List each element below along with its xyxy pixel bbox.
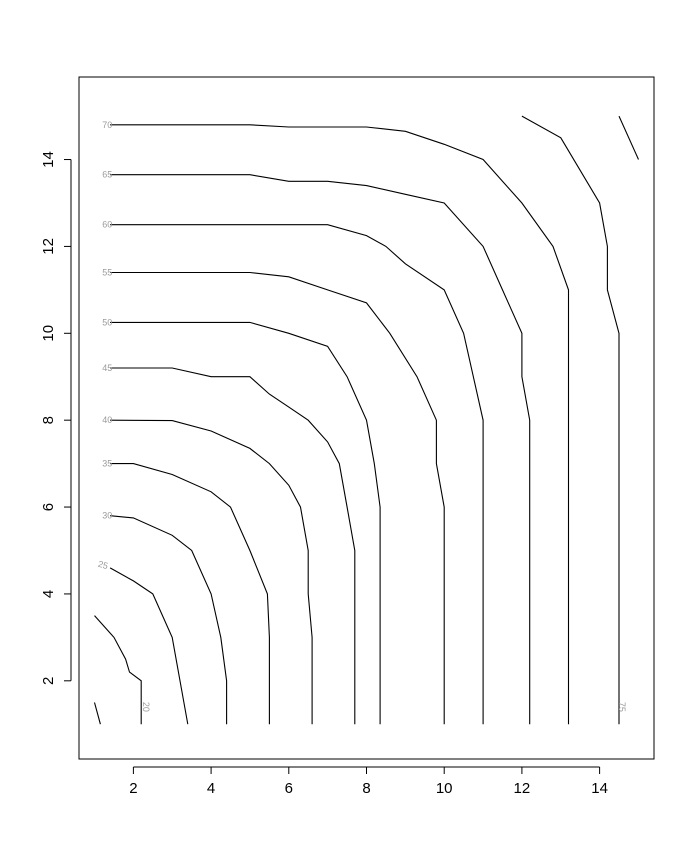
contour-level-label: 20 <box>141 702 151 712</box>
y-tick-label: 8 <box>40 416 57 424</box>
x-tick-label: 6 <box>285 780 293 797</box>
contour-level-label: 45 <box>102 363 112 373</box>
contour-line-75 <box>521 115 620 725</box>
y-tick-label: 12 <box>40 238 57 255</box>
y-tick-label: 14 <box>40 151 57 168</box>
contour-level-label: 55 <box>102 267 112 277</box>
contour-line-35 <box>110 463 270 725</box>
y-tick-label: 4 <box>40 590 57 598</box>
contour-line-70 <box>110 124 570 725</box>
contour-level-label: 35 <box>102 459 112 469</box>
contour-level-label: 25 <box>97 559 109 571</box>
contour-level-label: 70 <box>102 120 112 130</box>
contour-line-50 <box>110 321 381 725</box>
plot-box <box>78 76 655 760</box>
contour-line-30 <box>110 515 228 725</box>
x-tick-label: 14 <box>591 780 608 797</box>
contour-line-55 <box>110 271 445 725</box>
x-tick-label: 12 <box>514 780 531 797</box>
y-axis: 2 4 6 8 10 12 14 <box>40 151 72 685</box>
contour-line-25 <box>109 567 189 725</box>
contour-line-20 <box>93 702 101 725</box>
x-tick-label: 8 <box>362 780 370 797</box>
contour-level-label: 60 <box>102 220 112 230</box>
x-axis: 2 4 6 8 10 12 14 <box>129 766 608 797</box>
y-tick-label: 6 <box>40 503 57 511</box>
x-tick-label: 10 <box>436 780 453 797</box>
contour-level-label: 40 <box>102 415 112 425</box>
x-tick-label: 2 <box>129 780 137 797</box>
contour-level-labels: 70 65 60 55 50 45 40 35 30 25 20 75 <box>97 120 627 712</box>
contour-line-40 <box>110 419 313 725</box>
contour-level-label: 75 <box>617 702 627 712</box>
y-tick-label: 10 <box>40 325 57 342</box>
contour-level-label: 50 <box>102 317 112 327</box>
contour-level-label: 30 <box>102 511 112 521</box>
contour-line-80 <box>618 115 640 160</box>
contour-line-60 <box>110 224 484 725</box>
x-tick-label: 4 <box>207 780 215 797</box>
contour-line-45 <box>110 367 356 725</box>
contour-line-65 <box>110 174 531 725</box>
y-tick-label: 2 <box>40 677 57 685</box>
contour-line-20 <box>94 615 142 725</box>
contour-lines <box>93 115 640 725</box>
contour-level-label: 65 <box>102 170 112 180</box>
